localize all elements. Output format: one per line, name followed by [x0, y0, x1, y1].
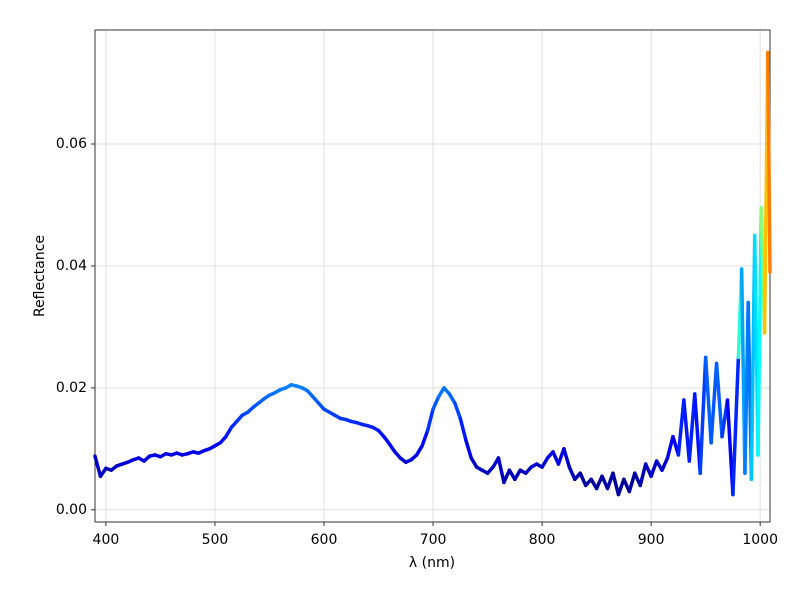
line-segment: [414, 444, 424, 457]
line-segment: [638, 462, 648, 488]
line-segment: [496, 456, 506, 485]
line-segment: [731, 355, 741, 497]
y-tick-label: 0.04: [56, 258, 87, 274]
line-segment: [698, 355, 708, 475]
line-segment: [420, 428, 430, 448]
x-tick-label: 500: [202, 532, 229, 548]
y-tick-label: 0.06: [56, 136, 87, 152]
line-segment: [431, 395, 441, 411]
line-segment: [567, 465, 577, 482]
line-segment: [578, 471, 588, 488]
x-tick-label: 900: [638, 532, 665, 548]
line-segment: [611, 471, 621, 497]
line-segment: [616, 477, 626, 497]
x-tick-label: 800: [529, 532, 556, 548]
line-segment: [627, 471, 637, 494]
line-segment: [766, 50, 772, 274]
line-segment: [714, 361, 724, 439]
line-segment: [464, 437, 473, 460]
line-segment: [649, 459, 659, 479]
line-segment: [224, 425, 234, 439]
line-segment: [93, 454, 103, 479]
line-segment: [425, 407, 435, 433]
line-segment: [447, 392, 457, 405]
line-segment: [703, 355, 713, 445]
y-tick-label: 0.02: [56, 380, 87, 396]
line-segment: [665, 434, 675, 460]
line-segment: [458, 416, 468, 442]
plot-frame: [94, 29, 771, 523]
x-axis-label: λ (nm): [409, 555, 455, 571]
x-tick-label: 600: [311, 532, 338, 548]
line-segment: [502, 468, 512, 485]
line-segment: [562, 447, 572, 469]
line-segment: [540, 456, 550, 469]
y-tick-label: 0.00: [56, 502, 87, 518]
x-tick-label: 1000: [742, 532, 778, 548]
line-segment: [469, 456, 479, 469]
x-tick-label: 400: [93, 532, 120, 548]
y-axis-label: Reflectance: [32, 235, 48, 317]
line-segment: [709, 361, 719, 445]
line-segment: [513, 468, 523, 482]
line-segment: [660, 456, 670, 472]
x-tick-label: 700: [420, 532, 447, 548]
line-segment: [453, 401, 463, 421]
